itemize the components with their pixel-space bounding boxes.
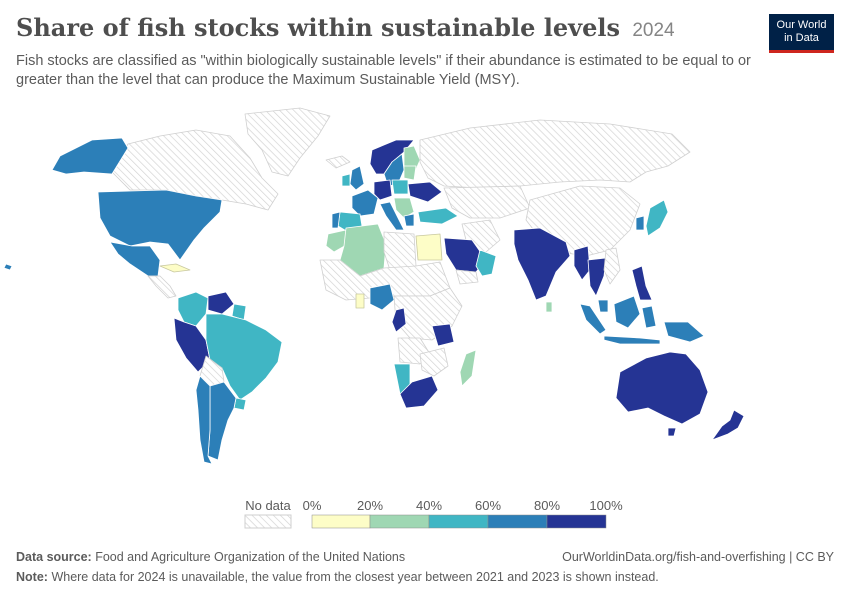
data-source: Data source: Food and Agriculture Organi… — [16, 547, 405, 567]
country-australia[interactable] — [615, 351, 709, 425]
note: Note: Where data for 2024 is unavailable… — [16, 567, 659, 587]
country-japan[interactable] — [645, 199, 669, 237]
country-south-africa[interactable] — [399, 375, 439, 409]
country-iceland[interactable] — [325, 155, 351, 169]
chart-subtitle: Fish stocks are classified as "within bi… — [16, 53, 751, 88]
country-new-zealand[interactable] — [711, 409, 745, 441]
country-colombia[interactable] — [177, 291, 209, 327]
country-venezuela[interactable] — [207, 291, 235, 315]
country-ghana[interactable] — [355, 293, 365, 309]
logo-line-1: Our World — [776, 19, 827, 31]
country-france[interactable] — [351, 189, 379, 217]
chart-footer: Data source: Food and Agriculture Organi… — [16, 547, 834, 587]
chart-title-text: Share of fish stocks within sustainable … — [16, 13, 620, 42]
legend-no-data-swatch — [244, 514, 292, 529]
legend-tick-100: 100% — [589, 498, 623, 513]
country-ireland[interactable] — [341, 173, 351, 187]
country-sulawesi[interactable] — [641, 305, 657, 329]
source-url[interactable]: OurWorldinData.org/fish-and-overfishing … — [562, 550, 834, 564]
footer-row-source: Data source: Food and Agriculture Organi… — [16, 547, 834, 567]
country-oman[interactable] — [475, 249, 497, 277]
country-alaska[interactable] — [51, 137, 129, 175]
legend-svg: No data 0% 20% 40% 60% 80% 100% — [244, 498, 623, 529]
chart-title: Share of fish stocks within sustainable … — [16, 12, 746, 47]
world-map — [0, 100, 850, 490]
legend-bin-80-100[interactable] — [546, 514, 607, 529]
country-congo[interactable] — [391, 307, 407, 333]
country-germany[interactable] — [373, 179, 393, 201]
country-baltics[interactable] — [403, 165, 417, 181]
map-legend: No data 0% 20% 40% 60% 80% 100% — [0, 490, 850, 540]
country-united-kingdom[interactable] — [349, 165, 365, 191]
country-vietnam[interactable] — [603, 247, 621, 285]
country-yemen[interactable] — [455, 269, 479, 285]
country-korea[interactable] — [635, 215, 645, 231]
country-thailand[interactable] — [587, 257, 607, 297]
legend-tick-0: 0% — [303, 498, 322, 513]
country-egypt[interactable] — [415, 233, 443, 261]
country-italy[interactable] — [379, 201, 405, 231]
note-text: Where data for 2024 is unavailable, the … — [51, 570, 659, 584]
legend-bin-60-80[interactable] — [487, 514, 548, 529]
country-philippines[interactable] — [631, 265, 653, 301]
country-sri-lanka[interactable] — [545, 301, 553, 313]
country-malaysia[interactable] — [597, 299, 609, 313]
note-label: Note: — [16, 570, 48, 584]
country-mozambique[interactable] — [419, 347, 449, 377]
country-poland[interactable] — [391, 179, 409, 195]
country-ukraine[interactable] — [407, 181, 443, 203]
country-libya[interactable] — [383, 231, 417, 271]
country-madagascar[interactable] — [459, 349, 477, 387]
country-cuba[interactable] — [159, 263, 191, 273]
data-source-text[interactable]: Food and Agriculture Organization of the… — [95, 550, 406, 564]
country-united-states[interactable] — [97, 189, 223, 261]
country-sumatra[interactable] — [579, 303, 607, 335]
legend-tick-60: 60% — [475, 498, 501, 513]
country-chile[interactable] — [195, 375, 213, 465]
world-map-svg — [3, 107, 745, 465]
footer-row-note: Note: Where data for 2024 is unavailable… — [16, 567, 834, 587]
country-russia[interactable] — [419, 119, 691, 189]
country-java[interactable] — [603, 335, 661, 345]
country-central-asia[interactable] — [443, 185, 531, 219]
country-turkey[interactable] — [417, 207, 459, 225]
owid-logo[interactable]: Our World in Data — [769, 14, 834, 53]
legend-no-data-label: No data — [245, 498, 291, 513]
country-borneo[interactable] — [613, 295, 641, 329]
country-central-america[interactable] — [147, 275, 177, 299]
legend-bin-20-40[interactable] — [369, 514, 430, 529]
country-portugal[interactable] — [331, 211, 341, 229]
data-source-label: Data source: — [16, 550, 92, 564]
legend-tick-40: 40% — [416, 498, 442, 513]
country-morocco[interactable] — [325, 229, 349, 253]
country-greece[interactable] — [403, 213, 415, 227]
country-hawaii[interactable] — [3, 263, 13, 271]
country-tanzania[interactable] — [431, 323, 455, 347]
country-myanmar[interactable] — [573, 245, 591, 281]
legend-bin-0-20[interactable] — [311, 514, 371, 529]
legend-bin-40-60[interactable] — [428, 514, 489, 529]
country-nigeria[interactable] — [369, 283, 395, 311]
legend-tick-20: 20% — [357, 498, 383, 513]
country-india[interactable] — [513, 227, 571, 301]
chart-year: 2024 — [632, 20, 675, 41]
country-new-guinea[interactable] — [663, 321, 705, 343]
logo-line-2: in Data — [784, 32, 819, 44]
country-mexico[interactable] — [109, 241, 161, 277]
country-argentina[interactable] — [207, 381, 237, 461]
legend-tick-80: 80% — [534, 498, 560, 513]
country-greenland[interactable] — [244, 107, 331, 177]
country-tasmania[interactable] — [667, 427, 677, 437]
